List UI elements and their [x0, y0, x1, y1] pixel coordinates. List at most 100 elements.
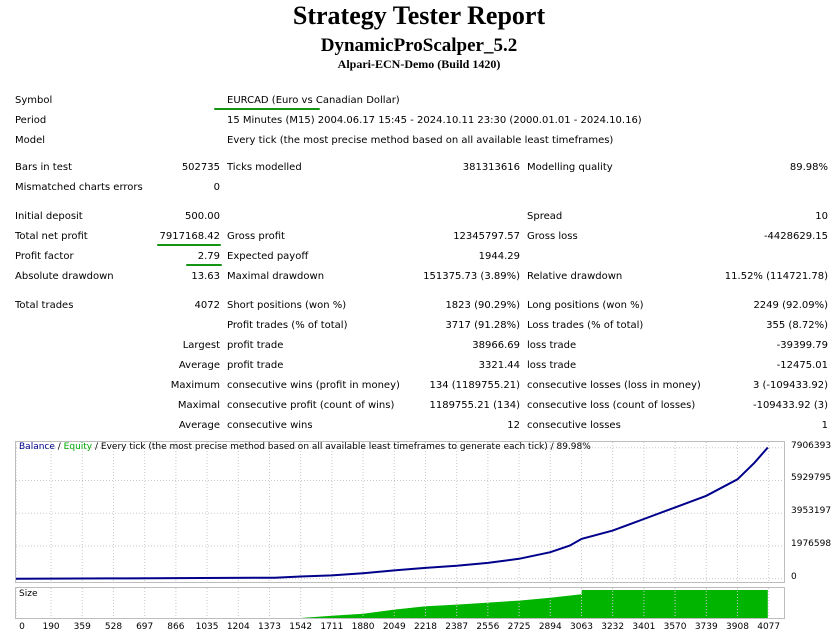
x-tick-label: 1880 [351, 622, 375, 632]
x-tick-label: 1035 [195, 622, 219, 632]
x-tick-label: 2218 [414, 622, 437, 632]
chart-legend: Balance / Equity / Every tick (the most … [19, 442, 591, 452]
size-area [16, 590, 768, 618]
long-value: 2249 (92.09%) [753, 300, 828, 311]
quality-label: Modelling quality [527, 162, 613, 173]
model-label: Model [15, 135, 46, 146]
max-losses-value: 3 (-109433.92) [752, 380, 828, 391]
x-tick-label: 3570 [663, 622, 687, 632]
spread-value: 10 [815, 211, 828, 222]
size-chart [15, 587, 785, 619]
balance-line [16, 446, 769, 580]
x-tick-label: 528 [104, 622, 123, 632]
reldd-value: 11.52% (114721.78) [724, 271, 828, 282]
avg-consec-label: Average [178, 420, 220, 431]
maximal-profit-value: 1189755.21 (134) [429, 400, 520, 411]
x-tick-label: 2556 [476, 622, 500, 632]
avg-losses-label: consecutive losses [527, 420, 621, 431]
profittrades-value: 3717 (91.28%) [445, 320, 520, 331]
model-value: Every tick (the most precise method base… [227, 135, 614, 146]
average-profit-label: profit trade [227, 360, 284, 371]
absdd-label: Absolute drawdown [15, 271, 114, 282]
max-wins-label: consecutive wins (profit in money) [227, 380, 400, 391]
trades-label: Total trades [15, 300, 74, 311]
y-tick-label: 1976598 [791, 538, 832, 549]
server-name: Alpari-ECN-Demo (Build 1420) [337, 57, 501, 71]
deposit-value: 500.00 [185, 211, 220, 222]
quality-value: 89.98% [789, 162, 828, 173]
x-tick-label: 1542 [289, 622, 313, 632]
y-tick-label: 5929795 [791, 473, 832, 484]
size-label: Size [19, 589, 38, 599]
ea-name: DynamicProScalper_5.2 [320, 35, 518, 56]
absdd-value: 13.63 [191, 271, 220, 282]
netprofit-value: 7917168.42 [159, 231, 220, 242]
avg-wins-value: 12 [507, 420, 520, 431]
x-tick-label: 3063 [570, 622, 593, 632]
payoff-label: Expected payoff [227, 251, 309, 262]
y-tick-label: 0 [791, 571, 797, 582]
x-tick-label: 2049 [382, 622, 406, 632]
x-tick-label: 697 [136, 622, 154, 632]
netprofit-underline [157, 244, 221, 246]
legend-sep: / [54, 442, 64, 452]
maxdd-value: 151375.73 (3.89%) [423, 271, 520, 282]
short-label: Short positions (won %) [227, 300, 347, 311]
maximal-loss-value: -109433.92 (3) [752, 400, 828, 411]
mismatch-label: Mismatched charts errors [15, 182, 143, 193]
grossprofit-label: Gross profit [227, 231, 285, 242]
pf-label: Profit factor [15, 251, 74, 262]
losstrades-label: Loss trades (% of total) [527, 320, 644, 331]
x-tick-label: 2725 [507, 622, 531, 632]
size-chart-svg [15, 588, 770, 618]
symbol-value: EURCAD (Euro vs Canadian Dollar) [227, 95, 400, 106]
y-tick-label: 3953197 [791, 506, 832, 517]
grossprofit-value: 12345797.57 [453, 231, 520, 242]
largest-loss-label: loss trade [527, 340, 577, 351]
legend-balance: Balance [19, 442, 55, 452]
losstrades-value: 355 (8.72%) [766, 320, 828, 331]
ticks-label: Ticks modelled [227, 162, 302, 173]
x-tick-label: 4077 [757, 622, 781, 632]
largest-profit-label: profit trade [227, 340, 284, 351]
bars-label: Bars in test [15, 162, 72, 173]
symbol-underline [214, 108, 320, 110]
x-tick-label: 2894 [538, 622, 562, 632]
max-losses-label: consecutive losses (loss in money) [527, 380, 701, 391]
avg-losses-value: 1 [821, 420, 828, 431]
maximal-profit-label: consecutive profit (count of wins) [227, 400, 395, 411]
profittrades-label: Profit trades (% of total) [227, 320, 348, 331]
largest-label: Largest [182, 340, 220, 351]
bars-value: 502735 [181, 162, 220, 173]
average-loss-label: loss trade [527, 360, 577, 371]
x-tick-label: 3908 [726, 622, 749, 632]
pf-value: 2.79 [197, 251, 220, 262]
x-tick-label: 2387 [445, 622, 469, 632]
legend-rest: / Every tick (the most precise method ba… [92, 442, 591, 452]
x-tick-label: 3232 [601, 622, 625, 632]
mismatch-value: 0 [213, 182, 220, 193]
average-label: Average [178, 360, 220, 371]
average-loss-value: -12475.01 [776, 360, 828, 371]
trades-value: 4072 [194, 300, 220, 311]
grossloss-value: -4428629.15 [763, 231, 828, 242]
maximal-loss-label: consecutive loss (count of losses) [527, 400, 696, 411]
x-tick-label: 190 [42, 622, 60, 632]
ticks-value: 381313616 [462, 162, 520, 173]
grossloss-label: Gross loss [527, 231, 578, 242]
balance-chart [15, 441, 785, 583]
x-tick-label: 0 [19, 622, 25, 632]
x-tick-label: 359 [73, 622, 91, 632]
largest-profit-value: 38966.69 [472, 340, 520, 351]
x-tick-label: 1204 [226, 622, 250, 632]
pf-underline [186, 264, 222, 266]
largest-loss-value: -39399.79 [776, 340, 828, 351]
maximal-label: Maximal [177, 400, 220, 411]
period-label: Period [15, 115, 47, 126]
avg-wins-label: consecutive wins [227, 420, 313, 431]
maximum-label: Maximum [170, 380, 220, 391]
long-label: Long positions (won %) [527, 300, 644, 311]
x-tick-label: 866 [167, 622, 185, 632]
symbol-label: Symbol [15, 95, 53, 106]
spread-label: Spread [527, 211, 563, 222]
